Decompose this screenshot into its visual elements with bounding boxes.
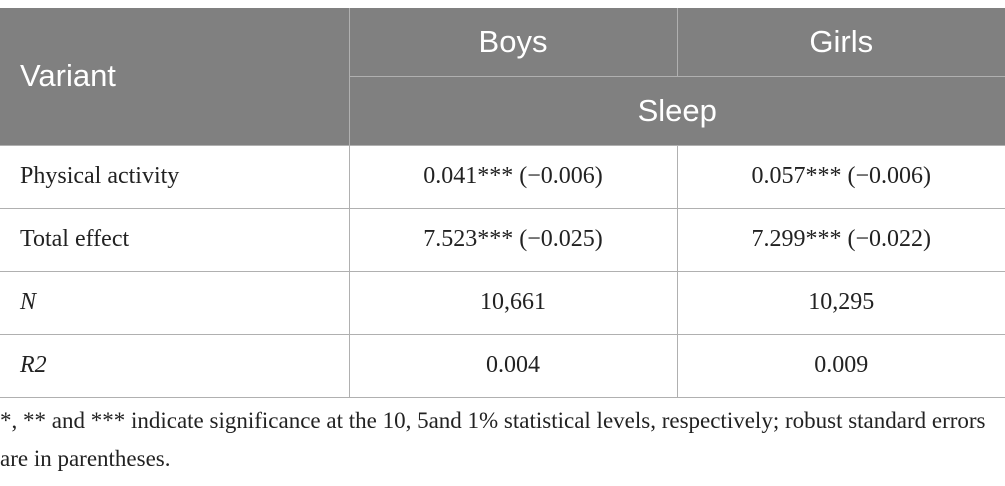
header-cell: Variant [0, 8, 350, 146]
table-cell: 7.523*** (−0.025) [348, 207, 678, 272]
row-label: N [0, 270, 350, 335]
table-cell: 0.009 [676, 333, 1005, 398]
row-label: Total effect [0, 207, 350, 272]
header-cell: Girls [676, 8, 1005, 77]
header-cell: Sleep [349, 76, 1005, 146]
table-cell: 0.057*** (−0.006) [676, 144, 1005, 209]
row-label: R2 [0, 333, 350, 398]
table-row: Total effect 7.523*** (−0.025) 7.299*** (−… [0, 207, 1005, 272]
row-label: Physical activity [0, 144, 350, 209]
table-row: Physical activity 0.041*** (−0.006) 0.057*… [0, 144, 1005, 209]
table-cell: 10,661 [348, 270, 678, 335]
table-row: R2 0.004 0.009 [0, 333, 1005, 398]
table-cell: 10,295 [676, 270, 1005, 335]
header-cell: Boys [348, 8, 678, 77]
table-cell: 0.004 [348, 333, 678, 398]
table-cell: 7.299*** (−0.022) [676, 207, 1005, 272]
table-header: Variant Boys Girls Sleep [0, 8, 1005, 146]
table-row: N 10,661 10,295 [0, 270, 1005, 335]
results-table: Variant Boys Girls Sleep Physical activi… [0, 8, 1005, 398]
table-body: Physical activity 0.041*** (−0.006) 0.057*… [0, 144, 1005, 398]
footnote: *, ** and *** indicate significance at t… [0, 408, 986, 471]
table-cell: 0.041*** (−0.006) [348, 144, 678, 209]
